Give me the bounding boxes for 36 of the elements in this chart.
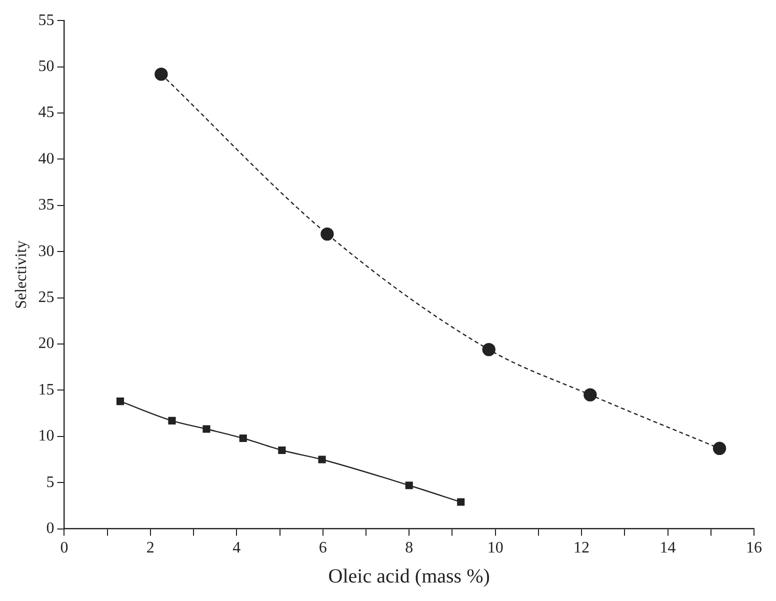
point [584, 388, 597, 402]
y-tick-label: 25 [38, 289, 54, 306]
y-tick-label: 30 [38, 242, 54, 260]
y-tick-label: 40 [38, 150, 54, 168]
y-tick-label: 50 [38, 58, 54, 76]
point [320, 227, 334, 241]
x-tick-label: 16 [746, 540, 762, 557]
x-tick-label: 4 [232, 540, 241, 557]
x-tick-label: 2 [146, 540, 154, 557]
point [239, 434, 247, 442]
x-tick-label: 0 [60, 540, 68, 557]
x-tick-label: 10 [487, 540, 504, 557]
y-tick-label: 10 [38, 428, 54, 445]
y-tick-label: 15 [38, 381, 54, 398]
point [278, 446, 286, 454]
y-tick-label: 20 [38, 335, 54, 352]
x-tick-label: 12 [574, 540, 590, 557]
point [457, 498, 465, 506]
point [712, 442, 726, 456]
point [168, 416, 176, 424]
point [202, 425, 210, 433]
x-axis-title: Oleic acid (mass %) [328, 565, 490, 588]
x-tick-label: 6 [318, 540, 327, 557]
point [405, 482, 413, 490]
y-tick-label: 35 [38, 196, 54, 214]
y-tick-label: 45 [38, 104, 54, 122]
point [154, 68, 168, 81]
x-tick-label: 8 [405, 540, 414, 557]
y-tick-label: 0 [46, 520, 54, 538]
point [116, 398, 124, 406]
point [318, 456, 326, 464]
x-tick-label: 14 [660, 540, 676, 557]
y-tick-label: 5 [46, 474, 54, 491]
y-tick-label: 55 [38, 12, 54, 29]
point [482, 342, 496, 356]
y-axis-title: Selectivity [12, 240, 30, 309]
